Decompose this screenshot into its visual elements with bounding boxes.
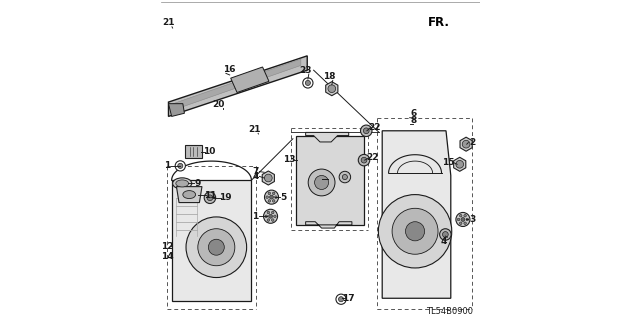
Circle shape (264, 174, 272, 182)
Circle shape (456, 160, 463, 168)
Circle shape (336, 294, 346, 304)
Circle shape (339, 297, 344, 302)
Circle shape (264, 190, 278, 204)
Text: 20: 20 (212, 100, 225, 109)
Circle shape (266, 196, 268, 198)
Circle shape (198, 229, 235, 266)
Circle shape (308, 169, 335, 196)
Text: 13: 13 (284, 155, 296, 164)
Text: 3: 3 (469, 215, 476, 224)
Circle shape (456, 212, 470, 226)
Polygon shape (382, 131, 451, 298)
Text: 8: 8 (410, 116, 417, 125)
Circle shape (378, 195, 452, 268)
Circle shape (460, 222, 462, 225)
Circle shape (339, 171, 351, 183)
Circle shape (464, 214, 467, 217)
Text: 15: 15 (442, 158, 455, 167)
Polygon shape (296, 136, 364, 225)
Text: 21: 21 (248, 125, 260, 134)
Circle shape (269, 214, 273, 218)
Polygon shape (230, 67, 269, 93)
Circle shape (462, 140, 470, 148)
Circle shape (461, 218, 465, 221)
Polygon shape (168, 104, 184, 116)
Circle shape (273, 192, 275, 195)
Polygon shape (454, 157, 466, 171)
Text: 11: 11 (204, 191, 216, 200)
Text: 7: 7 (252, 167, 259, 176)
Text: 10: 10 (203, 147, 216, 156)
Ellipse shape (183, 190, 196, 198)
Text: 16: 16 (223, 65, 236, 74)
Circle shape (303, 78, 313, 88)
Text: 9: 9 (195, 179, 201, 188)
Circle shape (442, 232, 448, 237)
Circle shape (271, 211, 274, 214)
Circle shape (466, 218, 468, 221)
Text: 4: 4 (440, 237, 447, 246)
Polygon shape (460, 137, 472, 151)
Circle shape (268, 192, 271, 195)
Circle shape (361, 157, 367, 163)
Text: 1: 1 (164, 161, 171, 170)
Text: 5: 5 (280, 193, 287, 202)
Text: 4: 4 (252, 172, 259, 181)
Text: 14: 14 (161, 252, 174, 261)
Text: 1: 1 (252, 212, 259, 221)
Text: 21: 21 (162, 19, 175, 27)
Text: 23: 23 (299, 66, 311, 75)
Circle shape (207, 195, 213, 201)
Ellipse shape (176, 180, 189, 187)
Circle shape (440, 229, 451, 240)
Circle shape (364, 128, 369, 134)
Text: 18: 18 (323, 72, 335, 81)
Circle shape (392, 208, 438, 254)
Circle shape (305, 80, 310, 85)
Circle shape (460, 214, 462, 217)
Circle shape (268, 200, 271, 202)
Polygon shape (173, 59, 301, 110)
Polygon shape (262, 171, 275, 185)
Circle shape (464, 222, 467, 225)
Text: 2: 2 (469, 138, 476, 147)
Polygon shape (326, 82, 338, 96)
Circle shape (265, 215, 268, 218)
Text: 12: 12 (161, 242, 174, 251)
Ellipse shape (173, 178, 192, 189)
Circle shape (358, 154, 370, 166)
Circle shape (342, 174, 348, 180)
Circle shape (175, 161, 186, 171)
Circle shape (274, 215, 276, 218)
Circle shape (328, 85, 335, 93)
Circle shape (186, 217, 246, 278)
Circle shape (269, 195, 273, 199)
Circle shape (178, 163, 183, 168)
Circle shape (360, 125, 372, 137)
Polygon shape (306, 222, 352, 228)
Polygon shape (168, 56, 307, 116)
Text: 17: 17 (342, 294, 355, 303)
Circle shape (204, 192, 216, 204)
Bar (184, 145, 202, 158)
Text: 6: 6 (410, 109, 417, 118)
Circle shape (458, 218, 460, 221)
Circle shape (275, 196, 277, 198)
Text: 22: 22 (368, 123, 380, 132)
Circle shape (315, 175, 328, 189)
Polygon shape (306, 132, 349, 142)
Circle shape (271, 219, 274, 221)
Circle shape (264, 209, 278, 223)
Text: 22: 22 (366, 153, 379, 162)
Text: FR.: FR. (428, 16, 450, 29)
Circle shape (267, 219, 269, 221)
Circle shape (406, 222, 424, 241)
Circle shape (209, 239, 224, 255)
Circle shape (267, 211, 269, 214)
Polygon shape (177, 187, 202, 203)
Polygon shape (172, 180, 252, 301)
Circle shape (273, 200, 275, 202)
Text: TL54B0900: TL54B0900 (426, 307, 473, 315)
Text: 19: 19 (219, 193, 231, 202)
